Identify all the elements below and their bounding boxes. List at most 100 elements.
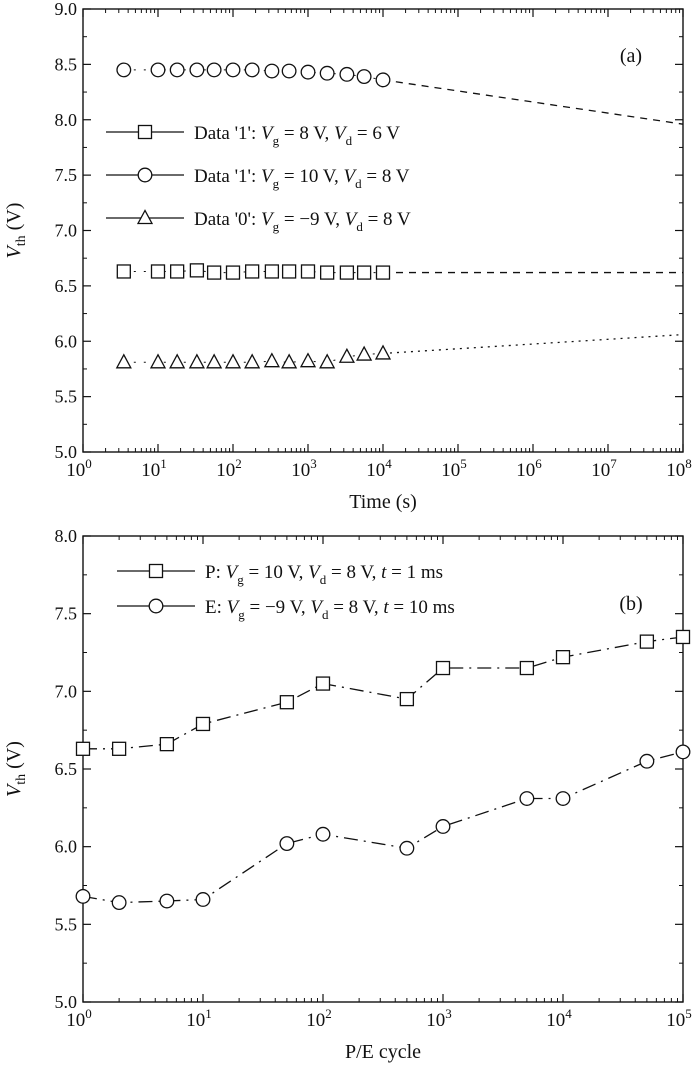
data-point xyxy=(299,352,317,368)
legend-var: V xyxy=(310,597,324,618)
legend-text: = 10 V, xyxy=(244,562,308,583)
data-point xyxy=(111,741,127,756)
legend-marker xyxy=(148,563,164,579)
x-tick-label: 108 xyxy=(666,456,692,481)
x-tick-label-exponent: 0 xyxy=(85,456,92,471)
data-point xyxy=(116,264,131,279)
y-axis-label: Vth (V) xyxy=(3,741,29,797)
legend-text: = 10 V, xyxy=(279,166,343,187)
legend-entry: Data '1': Vg = 8 V, Vd = 6 V xyxy=(106,123,400,148)
data-series xyxy=(75,629,691,756)
y-tick-label: 6.0 xyxy=(55,331,78,351)
y-tick-label: 7.0 xyxy=(55,221,78,241)
data-point xyxy=(435,660,451,676)
data-point xyxy=(225,265,241,280)
legend-subscript: g xyxy=(273,176,280,191)
y-axis-label-subscript: th xyxy=(14,774,29,785)
data-point xyxy=(339,265,355,280)
x-tick-label: 105 xyxy=(441,456,467,481)
legend-label: P: Vg = 10 V, Vd = 8 V, t = 1 ms xyxy=(205,562,443,587)
data-point xyxy=(206,265,222,280)
legend-text: E: xyxy=(205,597,227,618)
y-tick-label: 9.0 xyxy=(55,0,78,19)
data-point xyxy=(300,264,316,279)
data-point xyxy=(319,65,335,81)
panel-label: (a) xyxy=(620,45,642,67)
legend-text: = 8 V xyxy=(362,166,410,187)
legend-label: E: Vg = −9 V, Vd = 8 V, t = 10 ms xyxy=(205,597,455,622)
data-point xyxy=(374,344,392,360)
data-series xyxy=(116,62,684,125)
x-tick-label-exponent: 1 xyxy=(205,1006,212,1021)
data-point xyxy=(206,353,223,369)
data-point xyxy=(189,62,205,78)
x-tick-label: 107 xyxy=(591,456,617,481)
series-line xyxy=(83,636,684,750)
x-tick-label-base: 10 xyxy=(516,460,535,481)
y-tick-label: 6.0 xyxy=(55,837,78,857)
data-point xyxy=(281,63,297,79)
data-point xyxy=(399,840,415,856)
data-point xyxy=(195,892,211,907)
x-tick-label-base: 10 xyxy=(366,460,385,481)
x-tick-label: 100 xyxy=(66,1006,92,1031)
legend-marker xyxy=(137,167,153,183)
data-point xyxy=(356,69,372,85)
y-tick-label: 5.5 xyxy=(55,914,78,934)
data-point xyxy=(159,893,175,909)
data-point xyxy=(169,353,186,369)
data-point xyxy=(150,62,166,78)
data-point xyxy=(555,791,571,806)
data-point xyxy=(264,63,280,79)
x-tick-label-exponent: 8 xyxy=(685,456,692,471)
data-point xyxy=(225,62,241,78)
data-point xyxy=(300,64,316,80)
x-tick-label: 104 xyxy=(366,456,392,481)
x-tick-label-base: 10 xyxy=(591,460,610,481)
data-point xyxy=(263,352,280,368)
chart-b: 100 101 102 103 104 1055.05.56.06.57.07.58.0P… xyxy=(3,526,692,1063)
extrapolation-line xyxy=(382,79,684,125)
data-point xyxy=(75,741,91,756)
x-tick-label: 105 xyxy=(666,1006,692,1031)
legend-text: = 6 V xyxy=(352,123,400,144)
legend-subscript: g xyxy=(237,572,244,587)
data-point xyxy=(356,265,372,280)
data-point xyxy=(224,353,242,369)
y-tick-label: 5.0 xyxy=(55,442,78,462)
x-tick-label-exponent: 4 xyxy=(565,1006,572,1021)
data-point xyxy=(281,353,298,369)
data-point xyxy=(519,791,535,806)
data-series xyxy=(75,744,691,911)
data-point xyxy=(675,629,691,645)
legend-marker xyxy=(148,598,164,614)
x-tick-label-exponent: 0 xyxy=(85,1006,92,1021)
data-point xyxy=(339,66,355,82)
data-point xyxy=(195,716,211,732)
data-point xyxy=(244,353,261,369)
x-tick-label-base: 10 xyxy=(66,460,85,481)
legend-subscript: g xyxy=(273,133,280,148)
legend-text: = 10 ms xyxy=(389,597,455,618)
legend-var: V xyxy=(227,597,241,618)
x-tick-label-base: 10 xyxy=(666,460,685,481)
x-tick-label: 103 xyxy=(291,456,317,481)
data-point xyxy=(356,345,373,361)
x-axis-label: Time (s) xyxy=(349,491,417,513)
x-tick-label-base: 10 xyxy=(306,1010,325,1031)
data-point xyxy=(188,353,205,369)
legend-text: = 8 V, xyxy=(326,562,381,583)
data-point xyxy=(555,650,571,665)
legend-entry: Data '0': Vg = −9 V, Vd = 8 V xyxy=(106,209,411,234)
y-tick-label: 5.0 xyxy=(55,992,78,1012)
x-tick-label: 106 xyxy=(516,456,542,481)
legend-entry: P: Vg = 10 V, Vd = 8 V, t = 1 ms xyxy=(117,562,443,587)
y-tick-label: 8.5 xyxy=(55,54,78,74)
data-point xyxy=(279,695,295,710)
x-tick-label-base: 10 xyxy=(546,1010,565,1031)
legend-text: Data '0': xyxy=(194,209,261,230)
series-line xyxy=(82,751,684,904)
x-tick-label: 102 xyxy=(306,1006,332,1031)
